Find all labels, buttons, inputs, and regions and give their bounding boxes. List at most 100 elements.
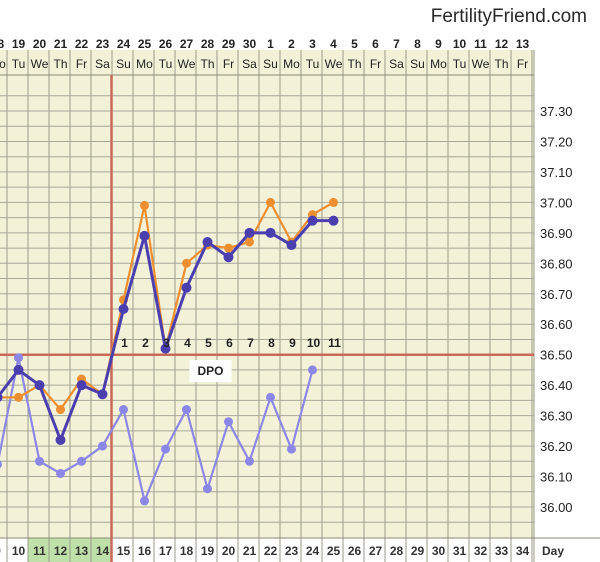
y-tick-label: 36.70 [540, 287, 573, 302]
data-point-lower_line [119, 405, 128, 415]
date-header: 18Mo19Tu20We21Th22Fr23Sa24Su25Mo26Tu27We… [0, 37, 529, 71]
header-date: 21 [54, 37, 68, 51]
data-point-lower_line [182, 405, 191, 415]
data-point-temps_b [139, 230, 150, 241]
data-point-temps_b [223, 252, 234, 263]
highlight-cells [28, 538, 112, 562]
cycle-day-label: 23 [285, 544, 299, 558]
y-axis-ticks: 37.30 37.20 37.10 37.00 36.90 36.80 36.70 36.60… [540, 104, 573, 515]
header-date: 1 [267, 37, 274, 51]
dpo-label: DPO [197, 364, 223, 378]
data-point-temps_b [13, 364, 24, 375]
header-date: 13 [516, 37, 530, 51]
cycle-day-label: 27 [369, 544, 383, 558]
header-weekday: We [31, 57, 49, 71]
header-weekday: Mo [136, 57, 153, 71]
cycle-day-label: 15 [117, 544, 131, 558]
cycle-day-label: 9 [0, 544, 1, 558]
data-point-lower_line [35, 456, 44, 466]
dpo-number: 2 [142, 336, 149, 350]
dpo-number: 11 [328, 336, 341, 350]
y-tick-label: 36.90 [540, 226, 573, 241]
cycle-day-label: 13 [75, 544, 89, 558]
cycle-day-label: 19 [201, 544, 215, 558]
header-weekday: Mo [430, 57, 447, 71]
header-weekday: We [325, 57, 343, 71]
day-axis-label: Day [542, 544, 564, 558]
header-date: 3 [309, 37, 316, 51]
dpo-number: 7 [247, 336, 254, 350]
reference-lines [0, 75, 534, 562]
data-point-temps_b [76, 380, 87, 391]
header-weekday: Sa [389, 57, 404, 71]
header-weekday: Fr [223, 57, 234, 71]
cycle-day-label: 17 [159, 544, 173, 558]
y-tick-label: 37.20 [540, 134, 573, 149]
cycle-day-label: 18 [180, 544, 194, 558]
y-tick-label: 36.00 [540, 500, 573, 515]
data-point-temps_a [266, 197, 275, 207]
highlight-cell [49, 538, 70, 562]
header-date: 18 [0, 37, 4, 51]
cycle-day-label: 22 [264, 544, 278, 558]
dpo-number: 5 [205, 336, 212, 350]
data-point-lower_line [140, 496, 149, 506]
header-weekday: Fr [76, 57, 87, 71]
data-point-lower_line [56, 468, 65, 478]
data-point-temps_b [181, 282, 192, 293]
data-point-lower_line [245, 456, 254, 466]
data-point-lower_line [287, 444, 296, 454]
y-tick-label: 37.00 [540, 195, 573, 210]
header-date: 20 [33, 37, 47, 51]
cycle-day-label: 12 [54, 544, 68, 558]
data-point-temps_a [14, 392, 23, 402]
header-date: 25 [138, 37, 152, 51]
header-weekday: Th [347, 57, 361, 71]
series-lines [0, 197, 339, 506]
header-date: 22 [75, 37, 89, 51]
data-point-temps_b [55, 434, 66, 445]
header-date: 28 [201, 37, 215, 51]
y-tick-label: 36.30 [540, 409, 573, 424]
highlight-cell [91, 538, 112, 562]
data-point-temps_b [118, 304, 129, 314]
data-point-lower_line [203, 484, 212, 494]
data-point-temps_a [56, 405, 65, 415]
dpo-number: 10 [307, 336, 321, 350]
header-date: 8 [414, 37, 421, 51]
cycle-day-label: 30 [432, 544, 446, 558]
header-date: 29 [222, 37, 236, 51]
data-point-temps_b [34, 380, 45, 391]
data-point-temps_b [0, 393, 3, 402]
brand-title: FertilityFriend.com [431, 6, 587, 27]
grid [0, 50, 600, 562]
cycle-day-label: 24 [306, 544, 320, 558]
data-point-temps_b [286, 240, 297, 251]
data-point-temps_a [140, 200, 149, 210]
data-point-temps_b [265, 227, 276, 238]
header-weekday: Su [116, 57, 131, 71]
data-point-lower_line [308, 365, 317, 375]
cycle-day-label: 29 [411, 544, 425, 558]
dpo-number: 3 [163, 336, 170, 350]
data-point-lower_line [0, 460, 2, 469]
cycle-day-label: 34 [516, 544, 530, 558]
header-date: 5 [351, 37, 358, 51]
header-date: 9 [435, 37, 442, 51]
header-weekday: Tu [306, 57, 320, 71]
cycle-day-label: 16 [138, 544, 152, 558]
data-point-lower_line [77, 456, 86, 466]
y-tick-label: 36.50 [540, 348, 573, 363]
header-weekday: We [178, 57, 196, 71]
header-weekday: Sa [242, 57, 257, 71]
cycle-day-footer: 9 10 11 12 13 14 15 16 17 18 19 20 21 22 23 24 25 26 27 28 2… [0, 544, 564, 558]
data-point-temps_b [307, 215, 318, 226]
header-weekday: Th [200, 57, 214, 71]
data-point-temps_b [202, 236, 213, 247]
header-weekday: We [472, 57, 490, 71]
header-date: 11 [474, 37, 487, 51]
cycle-day-label: 11 [33, 544, 46, 558]
header-weekday: Tu [453, 57, 467, 71]
header-date: 27 [180, 37, 194, 51]
